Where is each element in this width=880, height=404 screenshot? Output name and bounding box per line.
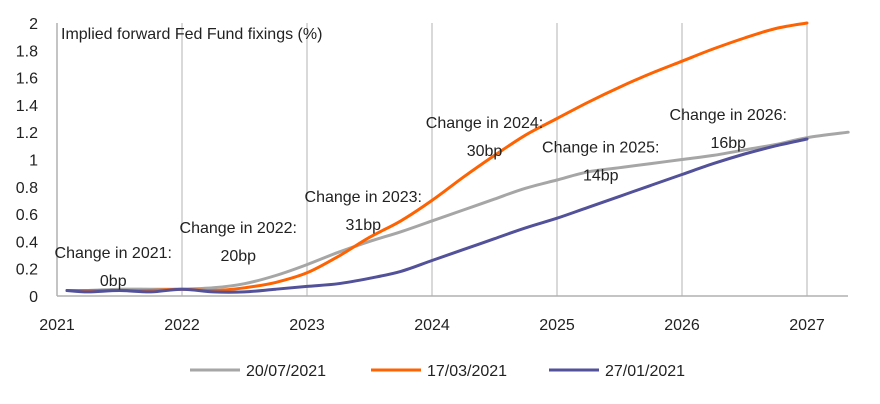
y-tick-label: 1.8 — [16, 43, 38, 60]
axes: 2021 2022 2023 2024 2025 2026 2027 0 0.2 0.4 0.6 0.… — [16, 16, 848, 334]
annotation-heading: Change in 2024: — [426, 115, 543, 132]
legend: 20/07/2021 17/03/2021 27/01/2021 — [190, 363, 685, 380]
y-tick-label: 1 — [29, 153, 38, 170]
x-tick-label: 2026 — [664, 317, 700, 334]
x-tick-label: 2021 — [39, 317, 75, 334]
y-tick-label: 1.2 — [16, 125, 38, 142]
annotation-value: 16bp — [710, 135, 746, 152]
annotation-heading: Change in 2022: — [180, 220, 297, 237]
y-tick-label: 0.8 — [16, 180, 38, 197]
annotation-heading: Change in 2023: — [305, 189, 422, 206]
y-tick-label: 0 — [29, 289, 38, 306]
legend-label: 27/01/2021 — [605, 363, 685, 380]
legend-label: 20/07/2021 — [246, 363, 326, 380]
annotation-value: 31bp — [345, 217, 381, 234]
annotation-value: 0bp — [100, 273, 127, 290]
annotation-value: 30bp — [467, 143, 503, 160]
x-tick-label: 2027 — [789, 317, 825, 334]
annotation-heading: Change in 2021: — [55, 245, 172, 262]
y-tick-label: 1.4 — [16, 98, 38, 115]
x-tick-label: 2023 — [289, 317, 325, 334]
x-tick-label: 2022 — [164, 317, 200, 334]
annotation-value: 20bp — [220, 248, 256, 265]
legend-label: 17/03/2021 — [427, 363, 507, 380]
x-tick-label: 2024 — [414, 317, 450, 334]
annotations: Change in 2021: 0bp Change in 2022: 20bp Cha… — [55, 107, 787, 290]
y-tick-label: 0.4 — [16, 234, 38, 251]
y-tick-label: 1.6 — [16, 71, 38, 88]
series-lines — [65, 21, 850, 294]
y-tick-label: 0.2 — [16, 262, 38, 279]
chart-title: Implied forward Fed Fund fixings (%) — [61, 26, 322, 43]
series-line-3 — [65, 137, 809, 294]
y-tick-label: 2 — [29, 16, 38, 33]
series-line-1 — [65, 130, 850, 293]
y-tick-label: 0.6 — [16, 207, 38, 224]
annotation-value: 14bp — [583, 168, 619, 185]
annotation-heading: Change in 2025: — [542, 140, 659, 157]
x-tick-label: 2025 — [539, 317, 575, 334]
annotation-heading: Change in 2026: — [670, 107, 787, 124]
